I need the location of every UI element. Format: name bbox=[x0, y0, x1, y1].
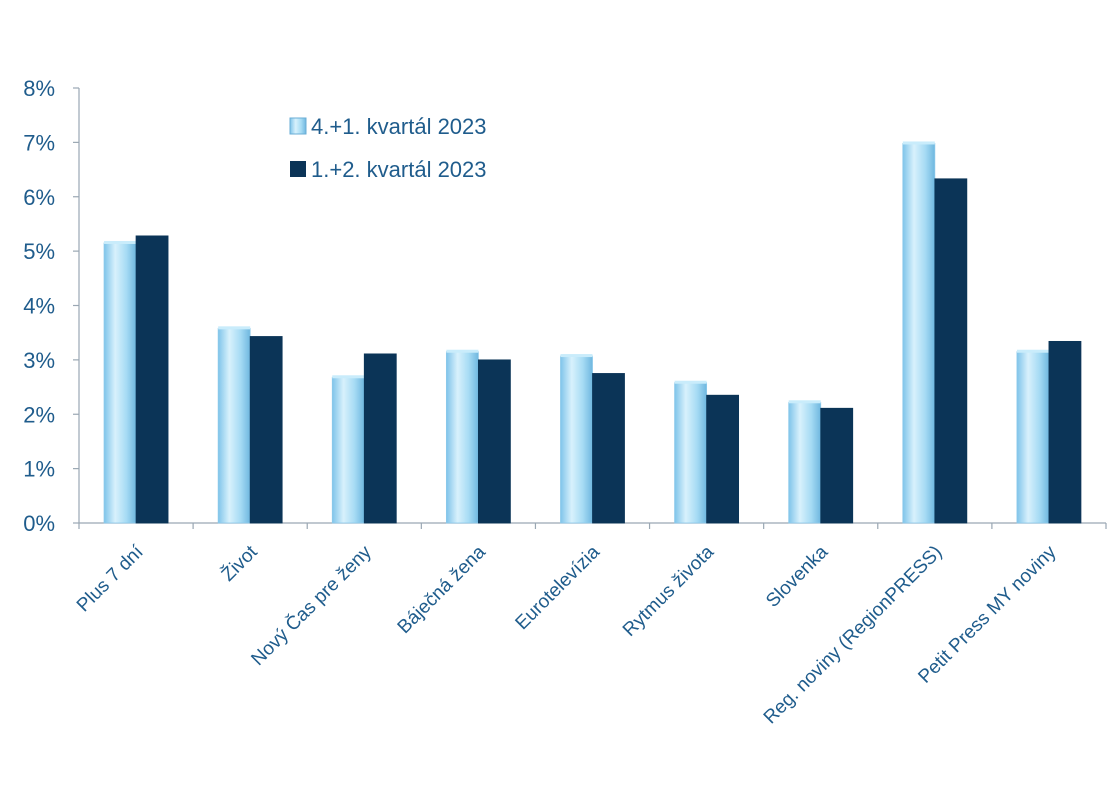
bar-series-2-1 bbox=[249, 336, 283, 524]
bar-cap-series-1-1 bbox=[218, 326, 251, 330]
legend-swatch-series-2 bbox=[290, 161, 306, 177]
y-tick-label: 0% bbox=[23, 511, 55, 536]
y-tick-label: 3% bbox=[23, 348, 55, 373]
legend: 4.+1. kvartál 2023 1.+2. kvartál 2023 bbox=[289, 114, 487, 182]
category-label: Eurotelevízia bbox=[512, 541, 605, 634]
bar-series-2-8 bbox=[1048, 340, 1082, 524]
bar-series-1-0 bbox=[103, 242, 137, 524]
bar-cap-series-1-5 bbox=[674, 380, 707, 384]
category-label: Rytmus života bbox=[619, 541, 719, 641]
category-label: Reg. noviny (RegionPRESS) bbox=[760, 542, 947, 729]
bar-series-2-2 bbox=[363, 353, 397, 524]
category-label: Život bbox=[217, 540, 262, 585]
bar-cap-series-1-6 bbox=[788, 400, 821, 404]
legend-label-series-1: 4.+1. kvartál 2023 bbox=[311, 114, 487, 139]
bar-series-2-0 bbox=[135, 235, 169, 524]
bar-cap-series-1-2 bbox=[332, 375, 365, 379]
bar-series-1-3 bbox=[445, 351, 479, 524]
category-label: Báječná žena bbox=[394, 541, 491, 638]
legend-swatch-series-1 bbox=[289, 117, 307, 135]
bar-series-1-2 bbox=[331, 376, 365, 524]
category-label: Plus 7 dní bbox=[73, 541, 148, 616]
bar-series-1-6 bbox=[788, 401, 822, 524]
bar-series-1-7 bbox=[902, 143, 936, 524]
category-label: Slovenka bbox=[762, 541, 832, 611]
bar-series-1-5 bbox=[674, 382, 708, 524]
bar-series-1-1 bbox=[217, 327, 251, 524]
bar-series-1-4 bbox=[560, 355, 593, 524]
bar-cap-series-1-7 bbox=[902, 141, 935, 145]
bar-cap-series-1-8 bbox=[1016, 349, 1049, 353]
axes: 0% 1% 2% 3% 4% 5% 6% 7% 8% bbox=[23, 76, 1107, 536]
bar-series-2-6 bbox=[820, 407, 854, 524]
bar-cap-series-1-4 bbox=[560, 354, 593, 358]
y-tick-label: 2% bbox=[23, 402, 55, 427]
legend-label-series-2: 1.+2. kvartál 2023 bbox=[311, 157, 487, 182]
bar-series-2-4 bbox=[592, 373, 625, 524]
bar-series-2-7 bbox=[934, 178, 968, 524]
y-tick-label: 8% bbox=[23, 76, 55, 101]
y-tick-label: 1% bbox=[23, 457, 55, 482]
bar-series-1-8 bbox=[1016, 351, 1050, 524]
y-tick-label: 4% bbox=[23, 294, 55, 319]
y-tick-label: 6% bbox=[23, 185, 55, 210]
y-tick-label: 5% bbox=[23, 239, 55, 264]
bars bbox=[103, 141, 1082, 524]
bar-series-2-5 bbox=[706, 394, 740, 524]
bar-series-2-3 bbox=[477, 359, 511, 524]
category-label: Nový Čas pre ženy bbox=[247, 541, 376, 670]
bar-cap-series-1-3 bbox=[446, 349, 479, 353]
bar-cap-series-1-0 bbox=[104, 240, 137, 244]
y-tick-label: 7% bbox=[23, 130, 55, 155]
